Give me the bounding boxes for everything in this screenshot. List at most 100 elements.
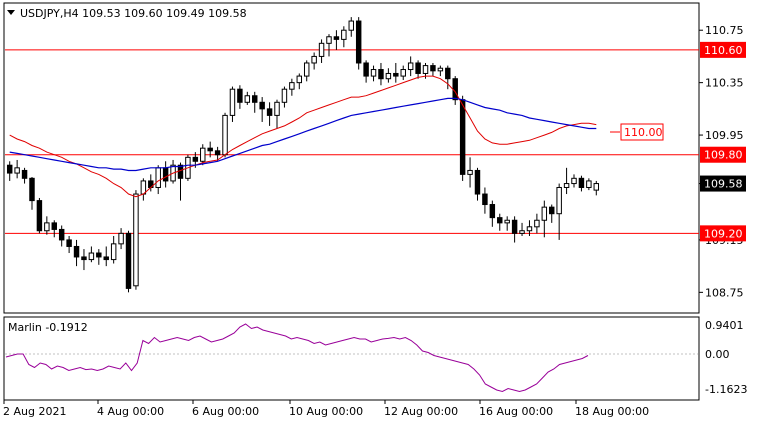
indicator-tick-top: 0.9401	[705, 319, 744, 332]
candle-body	[407, 62, 414, 71]
candle-body	[370, 69, 377, 77]
candle-body	[519, 230, 525, 234]
candle-body	[36, 200, 43, 232]
ma-blue-line	[9, 97, 597, 172]
candle-body	[326, 36, 332, 44]
candle-body	[452, 78, 458, 101]
candle-body	[162, 167, 169, 182]
candle-body	[474, 169, 481, 195]
candle-body	[333, 36, 340, 40]
time-axis: 2 Aug 2021 4 Aug 00:00 6 Aug 00:00 10 Aug 0…	[3, 400, 649, 418]
candle-body	[51, 222, 57, 230]
candle-body	[222, 114, 228, 156]
level-price-label: 109.20	[704, 227, 743, 240]
candle-body	[289, 82, 295, 90]
candle-body	[296, 75, 303, 84]
indicator-tick-zero: 0.00	[705, 348, 730, 361]
candle-body	[311, 55, 317, 64]
candle-body	[445, 67, 451, 80]
time-tick-label: 4 Aug 00:00	[97, 405, 164, 418]
candle-body	[73, 245, 80, 258]
candle-body	[415, 62, 421, 74]
candle-body	[96, 252, 102, 258]
candle-body	[318, 42, 325, 57]
candle-body	[81, 256, 87, 261]
candle-body	[422, 65, 429, 74]
candle-body	[303, 62, 310, 77]
symbol-dropdown-icon[interactable]	[7, 10, 15, 15]
time-tick-label: 16 Aug 00:00	[479, 405, 553, 418]
candle-body	[103, 256, 109, 261]
indicator-name: Marlin -0.1912	[8, 321, 88, 334]
candle-body	[14, 167, 20, 174]
candle-body	[571, 177, 577, 185]
candle-body	[355, 20, 362, 64]
chart-title: USDJPY,H4 109.53 109.60 109.49 109.58	[20, 7, 247, 20]
candle-body	[237, 88, 243, 103]
candle-body	[58, 228, 65, 241]
candle-body	[541, 206, 548, 221]
time-tick-label: 10 Aug 00:00	[289, 405, 363, 418]
candle-body	[400, 69, 406, 77]
candle-body	[497, 217, 503, 224]
candle-body	[534, 219, 540, 228]
candle-body	[526, 226, 533, 232]
price-panel[interactable]	[3, 2, 700, 314]
candle-body	[504, 219, 510, 224]
level-price-label: 110.60	[704, 44, 743, 57]
price-axis: 110.75110.35109.95109.15108.75110.60109.…	[699, 24, 746, 299]
candle-body	[459, 99, 466, 175]
ma-red-line	[9, 75, 597, 198]
time-tick-label: 18 Aug 00:00	[575, 405, 649, 418]
level-price-box	[700, 146, 746, 163]
candle-body	[489, 204, 496, 219]
target-label-box	[620, 123, 664, 141]
indicator-panel[interactable]	[3, 316, 700, 401]
candle-body	[155, 167, 161, 188]
candle-body	[363, 62, 369, 77]
candle-body	[66, 239, 72, 247]
candle-body	[578, 177, 585, 188]
candle-body	[467, 169, 473, 175]
candle-body	[563, 183, 570, 188]
time-tick-label: 2 Aug 2021	[3, 405, 66, 418]
candle-body	[549, 206, 555, 215]
candle-body	[252, 95, 258, 103]
time-tick-label: 6 Aug 00:00	[192, 405, 259, 418]
candle-body	[378, 69, 384, 80]
candle-body	[214, 150, 221, 156]
candle-body	[110, 243, 117, 261]
level-price-label: 109.80	[704, 149, 743, 162]
level-price-box	[700, 41, 746, 58]
price-tick-label: 110.75	[705, 24, 744, 37]
candle-body	[207, 147, 213, 152]
price-tick-label: 108.75	[705, 286, 744, 299]
candle-body	[393, 72, 399, 77]
candle-body	[133, 193, 139, 287]
candle-body	[348, 20, 354, 31]
candle-body	[88, 252, 95, 261]
candle-body	[281, 88, 288, 103]
time-tick-label: 12 Aug 00:00	[384, 405, 458, 418]
candle-body	[586, 180, 592, 188]
target-label: 110.00	[624, 126, 663, 139]
candle-body	[29, 177, 35, 202]
candle-body	[437, 67, 444, 72]
candle-body	[229, 88, 236, 116]
candle-body	[385, 72, 392, 80]
price-tick-label: 109.95	[705, 129, 744, 142]
candle-body	[6, 164, 13, 174]
candle-body	[274, 101, 280, 116]
indicator-line	[5, 323, 589, 393]
candle-body	[44, 222, 50, 232]
last-price-box	[700, 175, 746, 192]
last-price-label: 109.58	[704, 178, 743, 191]
candle-body	[21, 169, 28, 179]
candle-body	[593, 183, 600, 191]
candle-body	[200, 147, 206, 162]
candle-body	[430, 65, 436, 72]
price-tick-label: 110.35	[705, 77, 744, 90]
candle-body	[259, 101, 265, 110]
candle-body	[177, 164, 184, 179]
